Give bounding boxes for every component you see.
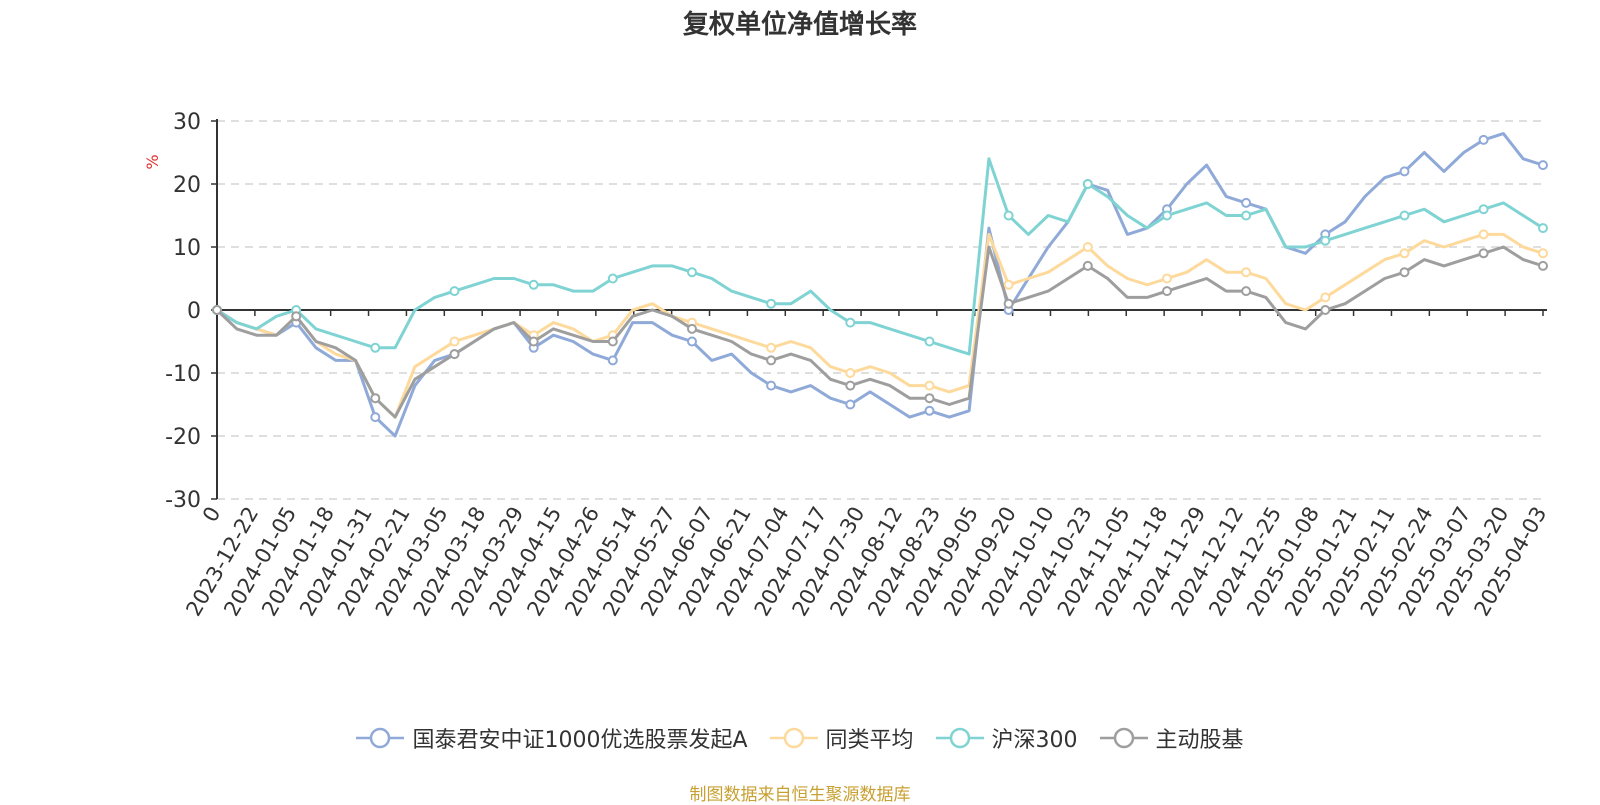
legend-swatch-icon <box>935 727 984 749</box>
legend-item[interactable]: 同类平均 <box>769 722 914 754</box>
data-point <box>924 336 935 347</box>
legend-label: 主动股基 <box>1155 728 1244 753</box>
data-point <box>1241 210 1252 221</box>
data-point <box>528 279 539 290</box>
y-tick-label: -10 <box>165 362 201 387</box>
data-point <box>1003 210 1014 221</box>
data-point <box>1478 134 1489 145</box>
chart-area: -30 -20 -10 0 10 20 30 02023-12-222024-01-0520… <box>143 110 1551 621</box>
y-tick-label: 20 <box>173 173 201 198</box>
legend-item[interactable]: 国泰君安中证1000优选股票发起A <box>356 722 748 754</box>
data-point <box>449 336 460 347</box>
data-point <box>370 412 381 423</box>
series-line-3 <box>216 157 1544 356</box>
y-tick-label: 30 <box>173 110 201 135</box>
data-point <box>1320 235 1331 246</box>
data-point <box>1082 242 1093 252</box>
data-point <box>687 267 697 278</box>
data-point <box>1241 267 1252 278</box>
data-point <box>1162 210 1172 221</box>
data-point <box>1241 197 1252 208</box>
data-point <box>766 355 777 366</box>
data-point <box>1399 267 1410 278</box>
data-point <box>1082 179 1093 189</box>
gridlines <box>217 120 1543 500</box>
chart-title: 复权单位净值增长率 <box>682 10 917 40</box>
x-tick-labels: 02023-12-222024-01-052024-01-182024-01-3… <box>181 503 1551 621</box>
data-point <box>845 380 856 391</box>
legend-item[interactable]: 沪深300 <box>935 722 1078 754</box>
data-point <box>449 286 460 297</box>
data-point <box>1003 298 1014 309</box>
data-point <box>845 399 856 410</box>
data-point <box>766 342 777 353</box>
legend-swatch-icon <box>769 727 818 749</box>
series-line-4 <box>215 245 1544 419</box>
data-point <box>1399 210 1410 221</box>
data-point <box>687 336 697 347</box>
x-tick-label: 0 <box>198 503 225 527</box>
data-point <box>291 311 302 322</box>
legend-item[interactable]: 主动股基 <box>1099 722 1244 754</box>
data-point <box>766 380 777 391</box>
data-point <box>924 405 935 416</box>
data-point <box>1538 248 1548 259</box>
data-point <box>1538 260 1548 271</box>
data-point <box>370 393 381 404</box>
y-tick-labels: -30 -20 -10 0 10 20 30 <box>165 110 201 513</box>
data-point <box>924 393 935 404</box>
data-point <box>607 336 618 347</box>
data-point <box>1399 248 1410 259</box>
y-tick-label: 10 <box>173 236 201 261</box>
data-point <box>1538 160 1548 171</box>
legend: 国泰君安中证1000优选股票发起A 同类平均 沪深300 主动股基 <box>0 722 1600 754</box>
y-tick-label: 0 <box>187 299 201 324</box>
series-lines <box>212 132 1548 438</box>
legend-label: 沪深300 <box>991 728 1078 753</box>
data-point <box>449 349 460 360</box>
legend-swatch-icon <box>1099 727 1148 749</box>
data-point <box>1003 279 1014 290</box>
data-point <box>1162 286 1172 297</box>
data-point <box>1241 286 1252 297</box>
data-point <box>1320 305 1331 315</box>
data-point <box>1082 260 1093 271</box>
data-point <box>212 305 222 315</box>
y-tick-label: -20 <box>165 425 201 450</box>
data-point <box>845 317 856 328</box>
y-axis-label: % <box>143 154 162 169</box>
data-point <box>1399 166 1410 177</box>
data-point <box>766 298 777 309</box>
legend-label: 国泰君安中证1000优选股票发起A <box>412 728 748 753</box>
data-source-note: 制图数据来自恒生聚源数据库 <box>689 785 911 805</box>
y-tick-label: -30 <box>165 488 201 513</box>
legend-swatch-icon <box>356 727 405 749</box>
data-point <box>1478 229 1489 240</box>
data-point <box>528 336 539 347</box>
data-point <box>1478 204 1489 215</box>
data-point <box>687 323 697 334</box>
data-point <box>924 380 935 391</box>
axes <box>211 119 1547 500</box>
data-point <box>1162 273 1172 284</box>
data-point <box>845 368 856 378</box>
data-point <box>1320 292 1331 303</box>
data-point <box>607 273 618 284</box>
data-point <box>370 342 381 353</box>
data-point <box>1478 248 1489 259</box>
data-point <box>607 355 618 366</box>
data-point <box>1538 223 1548 234</box>
legend-label: 同类平均 <box>825 728 914 753</box>
